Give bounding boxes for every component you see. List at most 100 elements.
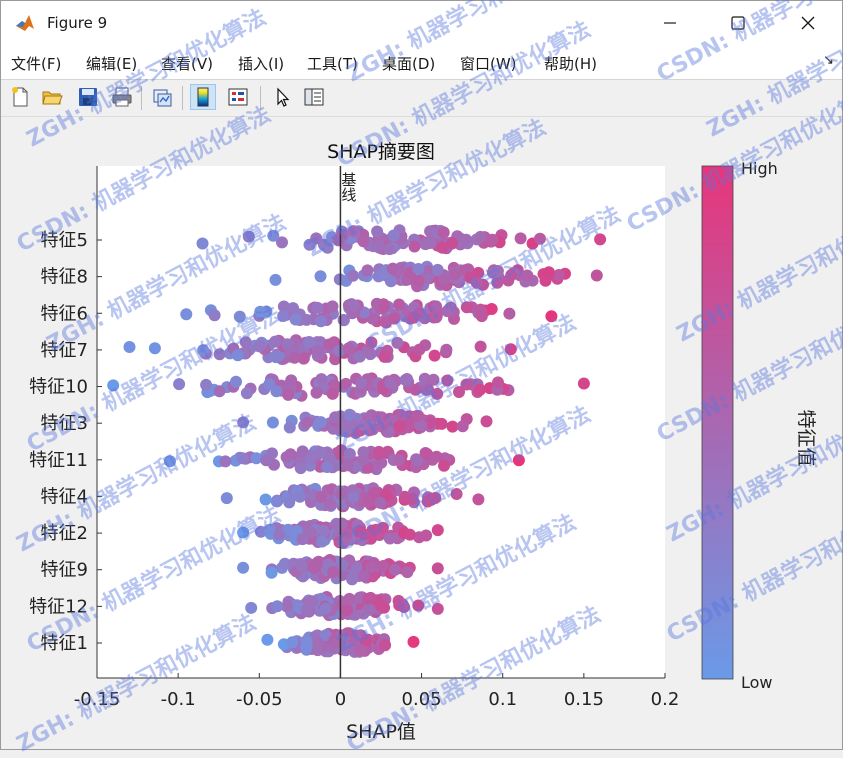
open-file-icon [42, 91, 63, 105]
new-figure-icon [12, 87, 28, 107]
menu-view[interactable]: 查看(V) [161, 55, 213, 73]
menu-window[interactable]: 窗口(W) [460, 55, 517, 73]
shap-point [441, 374, 454, 387]
shap-point [311, 644, 324, 657]
shap-point [492, 376, 504, 389]
shap-point [123, 341, 136, 353]
title-bar[interactable]: Figure 9 [1, 1, 842, 45]
dock-arrow-icon[interactable]: ↘ [823, 53, 834, 68]
minimize-button[interactable] [647, 7, 693, 39]
menu-tools[interactable]: 工具(T) [307, 55, 358, 73]
shap-point [281, 600, 293, 613]
insert-legend-button[interactable] [225, 84, 251, 110]
shap-point [542, 266, 555, 279]
shap-point [271, 600, 284, 613]
close-button[interactable] [785, 7, 831, 39]
shap-point [315, 373, 328, 386]
open-file-button[interactable] [39, 84, 65, 110]
shap-point [230, 375, 242, 388]
shap-point [366, 312, 379, 325]
shap-point [269, 335, 282, 348]
property-editor-button[interactable] [301, 84, 327, 110]
shap-point [427, 373, 440, 386]
shap-point [346, 418, 358, 431]
shap-point [321, 241, 334, 254]
feature-tick-label: 特征9 [41, 560, 88, 581]
menu-file[interactable]: 文件(F) [11, 55, 62, 73]
shap-point [365, 336, 378, 349]
new-figure-button[interactable] [7, 84, 33, 110]
shap-point [383, 243, 396, 256]
shap-point [316, 535, 329, 548]
feature-tick-label: 特征12 [29, 596, 88, 617]
shap-point [336, 568, 349, 581]
shap-point [378, 601, 391, 614]
shap-point [404, 417, 417, 430]
shap-point [485, 303, 498, 315]
feature-tick-label: 特征4 [41, 486, 88, 507]
shap-point [376, 420, 388, 433]
shap-point [449, 268, 462, 281]
shap-point [237, 526, 250, 539]
shap-point [269, 273, 282, 286]
shap-point [333, 344, 346, 357]
pointer-button[interactable] [269, 84, 295, 110]
x-tick-label: 0.2 [651, 689, 680, 710]
insert-colorbar-button[interactable] [190, 84, 216, 110]
feature-tick-label: 特征7 [41, 340, 88, 361]
shap-point [245, 601, 258, 614]
shap-point [308, 562, 321, 575]
shap-point [239, 336, 252, 349]
shap-point [311, 301, 324, 314]
shap-point [363, 603, 376, 616]
shap-point [412, 599, 425, 612]
shap-point [311, 345, 324, 358]
shap-point [354, 644, 367, 657]
window-title: Figure 9 [47, 14, 108, 32]
shap-point [357, 446, 370, 459]
shap-point [552, 269, 565, 281]
shap-point [545, 310, 558, 323]
shap-point [173, 378, 186, 391]
shap-point [440, 343, 453, 356]
menu-help[interactable]: 帮助(H) [544, 55, 597, 73]
shap-point [326, 300, 339, 313]
baseline-label: 基线 [339, 172, 357, 202]
shap-point [266, 416, 279, 429]
shap-point [293, 490, 306, 503]
shap-point [321, 461, 334, 473]
shap-point [314, 315, 327, 328]
insert-colorbar-icon [197, 87, 209, 107]
shap-point [413, 343, 426, 356]
shap-point [347, 269, 359, 282]
shap-point [590, 269, 603, 282]
menu-edit[interactable]: 编辑(E) [86, 55, 138, 73]
maximize-button[interactable] [715, 7, 761, 39]
menu-desktop[interactable]: 桌面(D) [382, 55, 436, 73]
shap-point [505, 269, 518, 282]
shap-point [372, 445, 385, 458]
shap-point [401, 566, 414, 579]
shap-point [343, 592, 356, 605]
print-button[interactable] [109, 84, 135, 110]
shap-point [263, 378, 276, 391]
shap-point [409, 383, 422, 396]
shap-point [534, 232, 546, 245]
feature-tick-label: 特征6 [41, 303, 88, 324]
shap-point [282, 388, 295, 401]
feature-tick-label: 特征2 [41, 523, 88, 544]
menu-insert[interactable]: 插入(I) [238, 55, 285, 73]
feature-tick-label: 特征5 [41, 230, 88, 251]
shap-point [438, 273, 451, 286]
save-button[interactable] [75, 84, 101, 110]
shap-point [265, 566, 278, 579]
x-tick-label: -0.1 [161, 689, 196, 710]
shap-point [341, 642, 354, 655]
shap-point [331, 636, 344, 649]
shap-point [577, 377, 590, 390]
shap-point [337, 537, 350, 549]
shap-point [406, 493, 419, 505]
shap-point [315, 491, 328, 503]
link-plot-button[interactable] [149, 84, 175, 110]
shap-point [395, 410, 408, 422]
